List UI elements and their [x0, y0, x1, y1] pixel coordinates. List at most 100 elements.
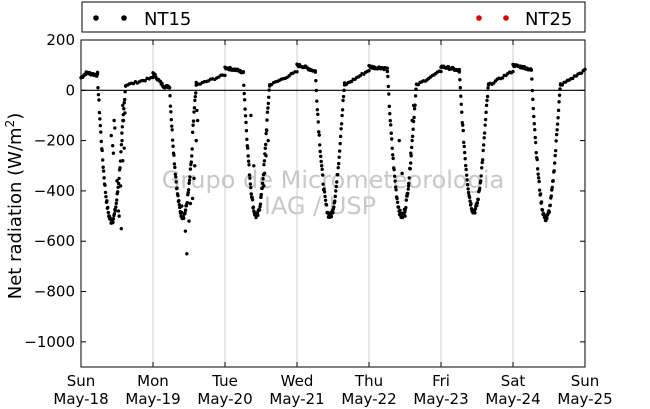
data-point — [193, 164, 197, 168]
data-point — [314, 88, 319, 93]
y-tick-label: 200 — [46, 31, 75, 49]
legend-marker-nt15-a — [93, 15, 99, 21]
data-point — [242, 98, 247, 102]
data-point — [262, 162, 266, 167]
data-point — [463, 150, 467, 155]
data-point — [167, 86, 172, 90]
data-point — [194, 138, 198, 143]
data-point — [531, 106, 535, 111]
data-point — [116, 209, 121, 213]
data-point — [392, 167, 396, 172]
data-point — [190, 196, 195, 201]
data-point — [177, 199, 181, 203]
data-point — [99, 139, 103, 144]
data-point — [101, 169, 106, 173]
data-point — [320, 173, 325, 177]
data-point — [397, 138, 401, 143]
data-point — [265, 118, 269, 122]
data-point — [171, 144, 175, 148]
x-axis: SunMay-18MonMay-19TueMay-20WedMay-21ThuM… — [53, 40, 613, 408]
data-point — [111, 151, 116, 155]
data-point — [385, 66, 390, 70]
data-point — [100, 148, 104, 153]
x-tick-day-label: Mon — [137, 372, 169, 390]
data-point — [557, 93, 562, 97]
data-point — [120, 125, 125, 129]
data-point — [457, 67, 462, 72]
data-point — [193, 98, 197, 103]
data-point — [192, 106, 197, 110]
data-point — [187, 181, 191, 185]
watermark: Grupo de Micrometeorologia IAG / USP — [162, 166, 504, 220]
data-point — [479, 179, 483, 183]
data-point — [459, 94, 463, 98]
data-point — [409, 145, 414, 150]
data-point — [96, 86, 100, 90]
data-point — [406, 184, 411, 188]
data-point — [119, 150, 123, 154]
data-point — [486, 86, 490, 90]
grid — [152, 40, 514, 367]
data-point — [385, 69, 390, 74]
data-point — [461, 128, 465, 133]
data-point — [264, 142, 268, 147]
legend-label-nt15: NT15 — [144, 9, 191, 30]
data-point — [536, 172, 540, 176]
data-point — [533, 135, 537, 140]
data-point — [393, 185, 398, 189]
data-point — [410, 138, 414, 143]
data-point — [265, 110, 270, 114]
data-point — [331, 210, 335, 215]
data-point — [408, 167, 412, 171]
data-point — [98, 117, 102, 121]
data-point — [112, 118, 116, 123]
plot-area: Grupo de Micrometeorologia IAG / USP — [79, 39, 587, 368]
data-point — [459, 102, 463, 106]
data-point — [316, 120, 320, 124]
data-point — [558, 87, 562, 91]
x-tick-day-label: Thu — [354, 372, 383, 390]
data-point — [392, 174, 397, 178]
x-tick-date-label: May-24 — [485, 390, 540, 408]
x-tick-date-label: May-23 — [413, 390, 468, 408]
data-point — [538, 192, 543, 196]
data-point — [247, 173, 252, 177]
data-point — [465, 183, 470, 187]
data-point — [468, 199, 472, 203]
data-point — [320, 167, 324, 172]
data-point — [123, 97, 127, 102]
data-point — [556, 108, 561, 113]
data-point — [323, 198, 328, 202]
data-point — [223, 73, 227, 78]
data-point — [122, 101, 126, 105]
data-point — [482, 131, 487, 135]
data-point — [101, 165, 105, 169]
data-point — [110, 143, 115, 148]
data-point — [545, 216, 549, 221]
y-axis-label-sup: 2 — [3, 120, 17, 128]
data-point — [115, 198, 119, 202]
data-point — [480, 160, 484, 165]
data-point — [475, 203, 479, 208]
data-point — [316, 112, 320, 117]
y-tick-label: −200 — [34, 132, 75, 150]
data-point — [340, 113, 344, 118]
data-point — [121, 159, 125, 163]
x-tick-day-label: Wed — [281, 372, 314, 390]
data-point — [390, 146, 394, 150]
data-point — [183, 208, 188, 212]
data-point — [460, 110, 464, 114]
y-tick-label: −600 — [34, 232, 75, 250]
data-point — [467, 195, 472, 200]
data-point — [466, 187, 470, 191]
data-point — [97, 98, 101, 102]
data-point — [185, 200, 190, 205]
data-point — [462, 144, 466, 149]
data-point — [478, 186, 482, 191]
data-point — [99, 130, 103, 134]
data-point — [550, 185, 554, 190]
data-point — [119, 143, 124, 147]
y-axis-label: Net radiation (W/m2) — [3, 113, 26, 300]
data-point — [413, 94, 418, 98]
